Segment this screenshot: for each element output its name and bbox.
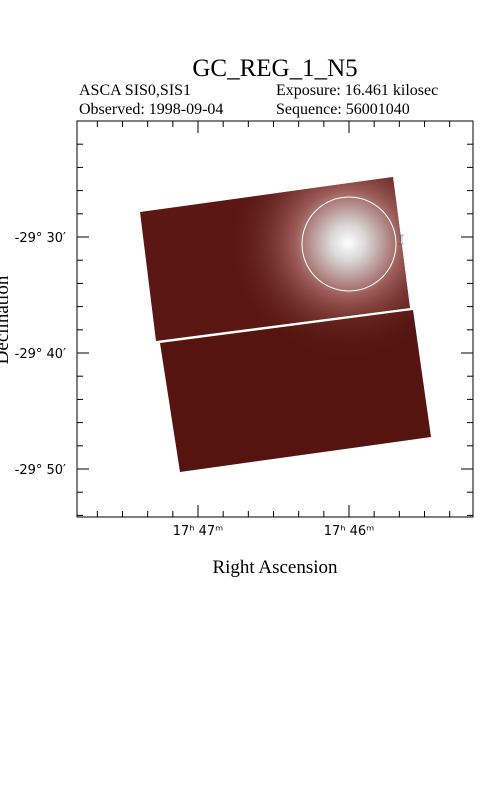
image: I <box>140 177 431 472</box>
ticks <box>77 121 473 517</box>
instrument: ASCA SIS0,SIS1 <box>79 82 191 99</box>
title: GC_REG_1_N5 <box>192 55 357 82</box>
frame <box>76 120 474 518</box>
x-tick-label: 17ʰ 47ᵐ <box>173 524 224 539</box>
source-region <box>301 196 397 292</box>
x-axis-label: Right Ascension <box>212 557 338 578</box>
source-glow <box>140 177 410 341</box>
y-axis-label: Declination <box>0 275 13 364</box>
sequence: Sequence: 56001040 <box>276 101 410 118</box>
y-tick-label: -29° 40′ <box>15 347 66 362</box>
y-tick-label: -29° 30′ <box>15 231 66 246</box>
x-tick-label: 17ʰ 46ᵐ <box>324 524 375 539</box>
y-tick-label: -29° 50′ <box>15 463 66 478</box>
region-label: I <box>399 233 404 248</box>
source-glow-lower <box>160 310 431 472</box>
observed: Observed: 1998-09-04 <box>79 101 223 118</box>
exposure: Exposure: 16.461 kilosec <box>276 82 438 99</box>
